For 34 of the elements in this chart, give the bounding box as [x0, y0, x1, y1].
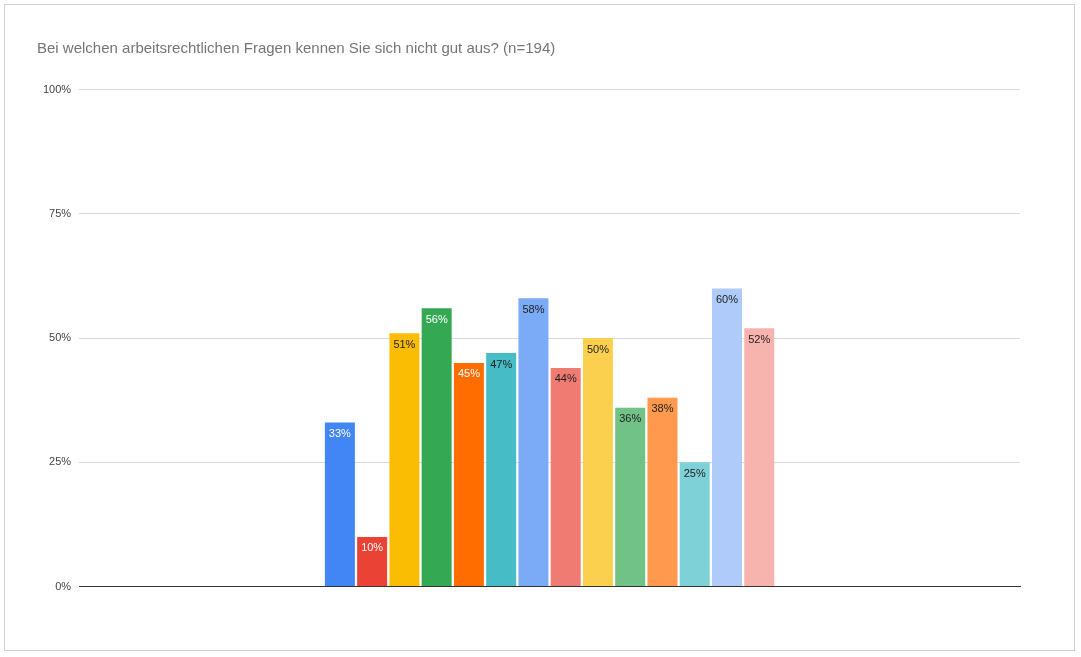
- data-label: 44%: [554, 372, 577, 385]
- data-label: 51%: [393, 337, 416, 350]
- bar: [389, 333, 420, 587]
- y-tick-label: 75%: [49, 206, 72, 219]
- bar: [582, 338, 613, 587]
- bar: [357, 536, 388, 587]
- data-label: 60%: [715, 292, 739, 305]
- bar: [647, 397, 678, 587]
- bar: [324, 422, 355, 587]
- data-label: 50%: [586, 342, 610, 355]
- bar: [453, 362, 484, 587]
- bar: [486, 353, 517, 587]
- bar: [550, 367, 581, 587]
- bar: [711, 288, 742, 587]
- data-label: 58%: [522, 302, 545, 315]
- data-label: 52%: [748, 332, 771, 345]
- y-tick-label: 0%: [55, 579, 72, 592]
- data-label: 10%: [361, 541, 384, 554]
- chart-title: Bei welchen arbeitsrechtlichen Fragen kennen Sie sich nicht gut aus? (n=194): [37, 39, 556, 56]
- data-label: 45%: [457, 367, 481, 380]
- y-tick-label: 50%: [49, 331, 72, 344]
- data-label: 56%: [425, 312, 448, 325]
- data-label: 38%: [651, 402, 674, 415]
- y-tick-label: 25%: [49, 455, 72, 468]
- data-label: 47%: [490, 357, 513, 370]
- bar: [744, 328, 775, 587]
- bar: [615, 407, 646, 587]
- y-tick-label: 100%: [42, 82, 72, 95]
- data-label: 33%: [328, 427, 352, 440]
- bar: [518, 298, 549, 587]
- bar: [421, 308, 452, 587]
- data-label: 25%: [683, 466, 706, 479]
- data-label: 36%: [619, 412, 642, 425]
- bar: [679, 462, 710, 587]
